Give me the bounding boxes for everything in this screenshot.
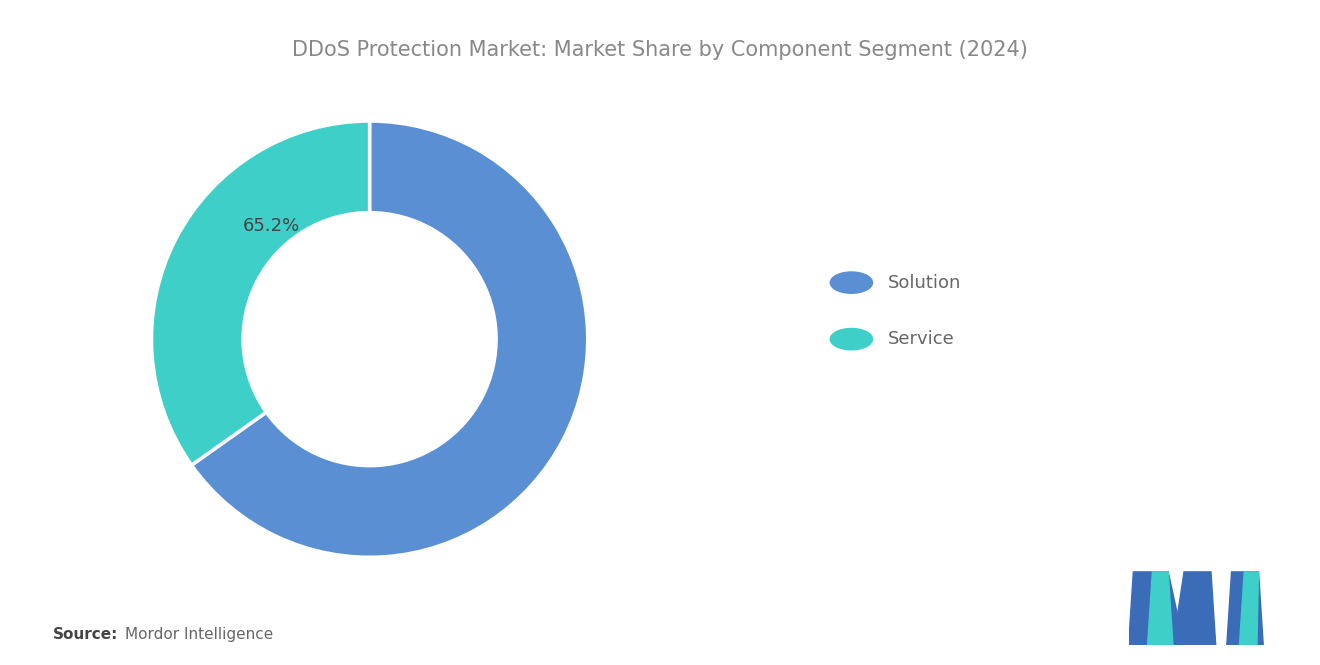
Text: Mordor Intelligence: Mordor Intelligence [125,626,273,642]
Polygon shape [1239,572,1258,645]
Polygon shape [1226,572,1263,645]
Wedge shape [152,121,370,465]
Text: Source:: Source: [53,626,119,642]
Polygon shape [1173,572,1216,645]
Wedge shape [191,121,587,557]
Text: 65.2%: 65.2% [243,217,300,235]
Text: DDoS Protection Market: Market Share by Component Segment (2024): DDoS Protection Market: Market Share by … [292,40,1028,60]
Text: Service: Service [888,330,956,348]
Text: Solution: Solution [888,273,962,292]
Polygon shape [1147,572,1173,645]
Polygon shape [1129,572,1184,645]
